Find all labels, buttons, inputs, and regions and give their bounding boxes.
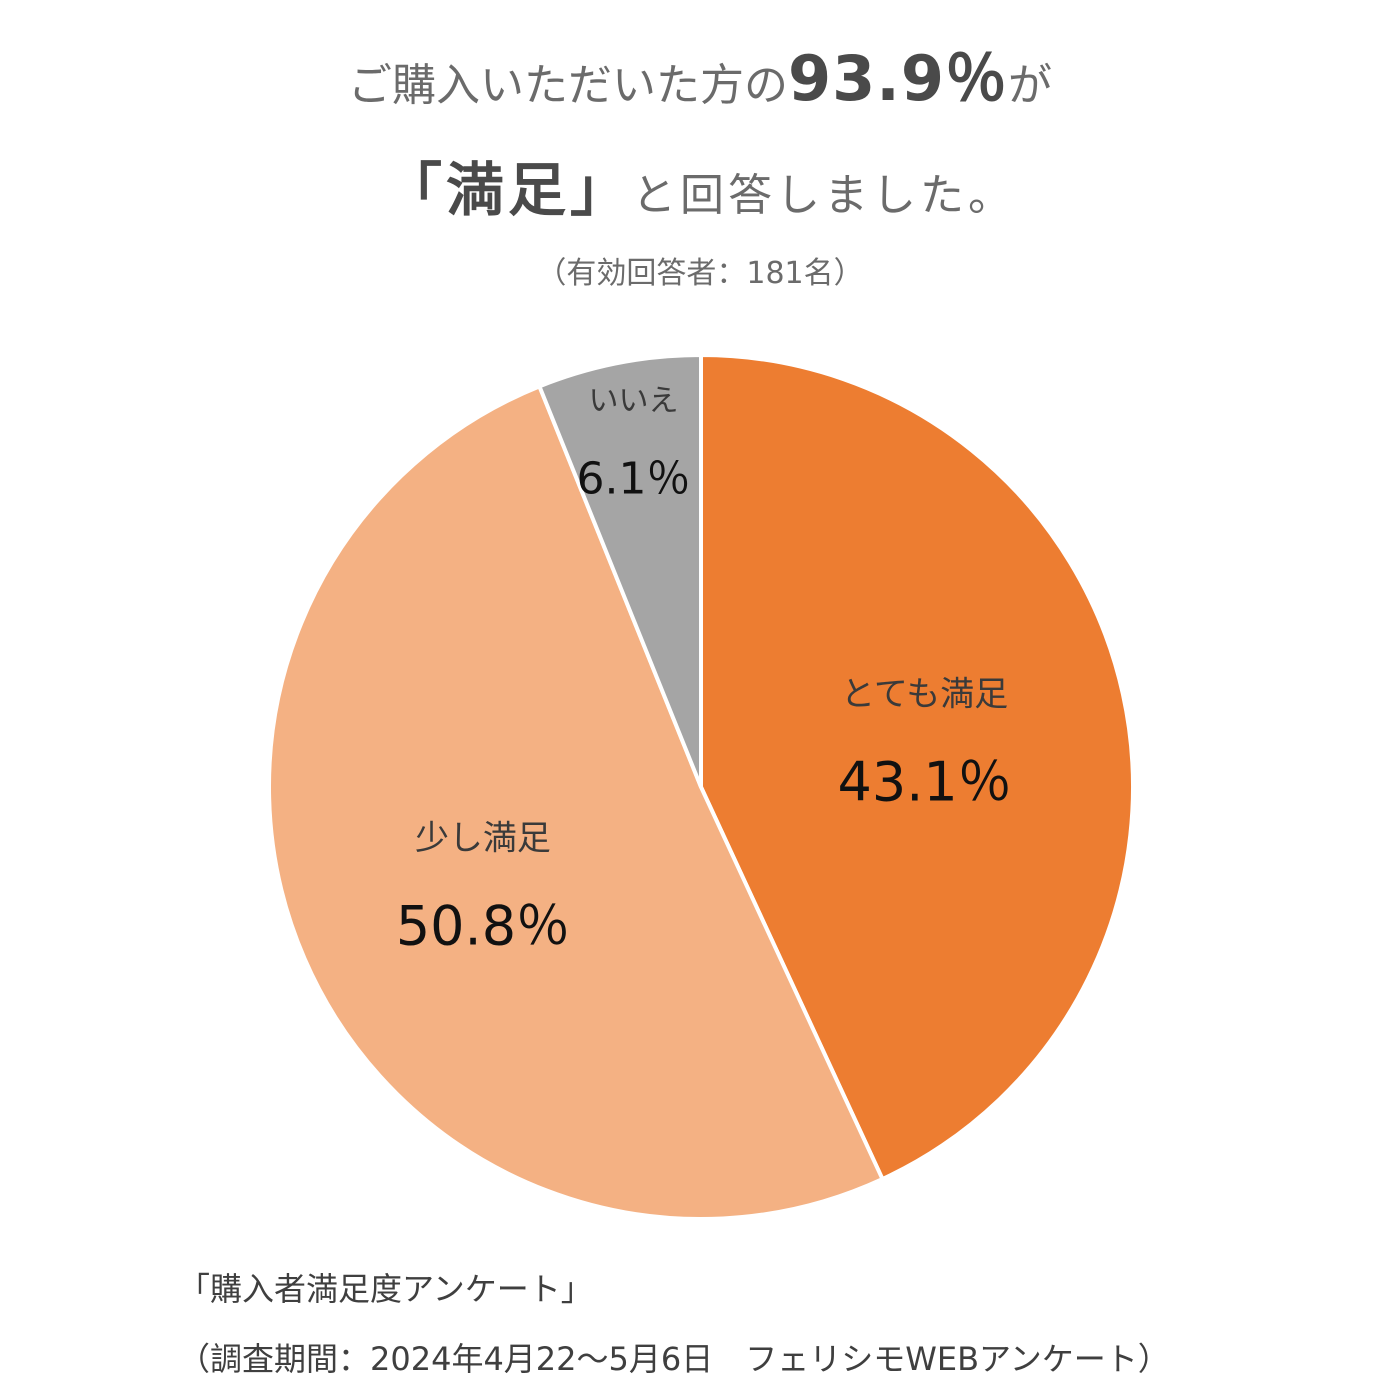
survey-period: （調査期間：2024年4月22〜5月6日 フェリシモWEBアンケート） (178, 1340, 1170, 1378)
slice-value-no: 6.1％ (577, 454, 691, 505)
survey-name: 「購入者満足度アンケート」 (178, 1270, 593, 1308)
slice-label-very-satisfied: とても満足 (841, 675, 1008, 715)
pie-slice-somewhat-satisfied (266, 384, 885, 1222)
slice-label-no: いいえ (589, 384, 679, 419)
slice-value-somewhat-satisfied: 50.8％ (396, 894, 570, 957)
pie-slice-no (537, 353, 703, 789)
headline-answered: と回答しました。 (632, 170, 1016, 221)
headline-percentage: 93.9％ (788, 42, 1008, 115)
headline-line-2: 「満足」と回答しました。 (0, 150, 1400, 236)
headline-satisfied: 「満足」 (383, 156, 632, 224)
headline-suffix: が (1007, 60, 1052, 111)
slice-value-very-satisfied: 43.1％ (837, 751, 1011, 814)
slice-label-somewhat-satisfied: 少し満足 (415, 818, 551, 858)
headline-prefix: ご購入いただいた方の (348, 60, 788, 111)
pie-slice-very-satisfied (699, 353, 1135, 1182)
respondent-count: （有効回答者：181名） (536, 256, 864, 291)
headline-line-1: ご購入いただいた方の93.9％が (0, 44, 1400, 121)
